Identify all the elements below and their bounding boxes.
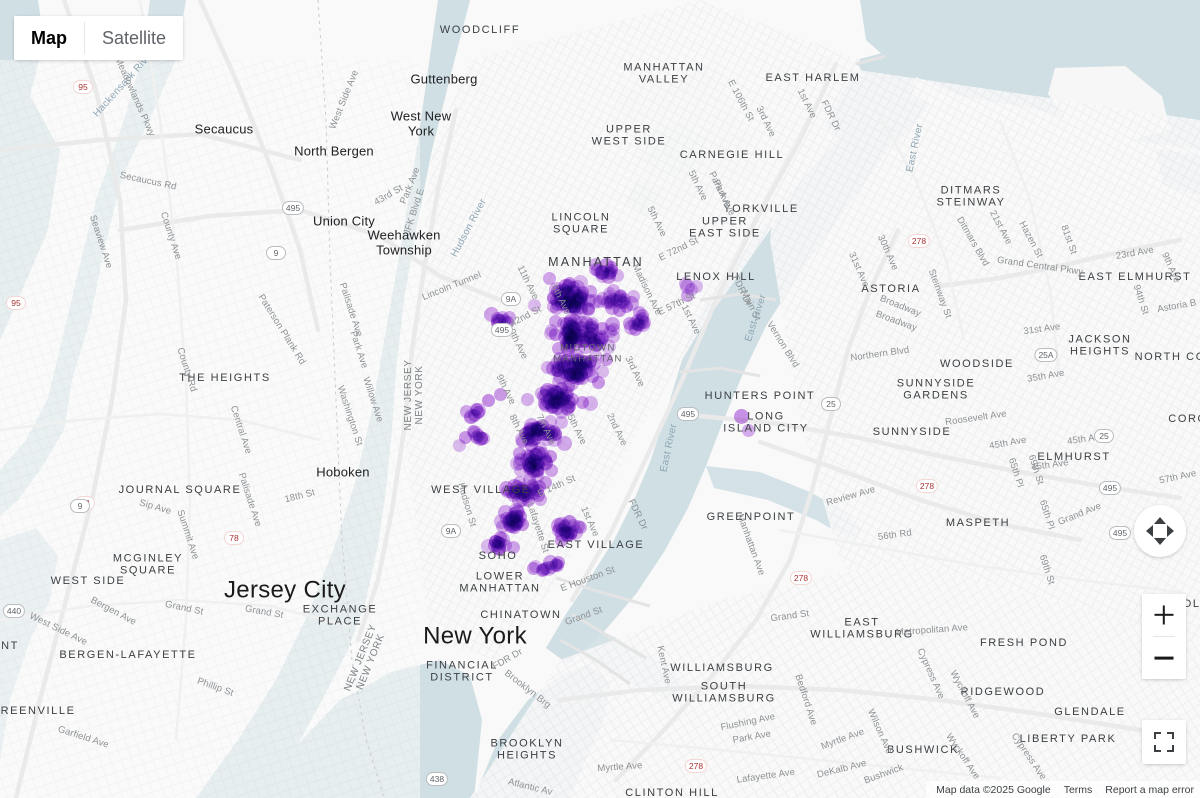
fullscreen-icon-bottom-left	[1154, 745, 1161, 752]
state-boundary	[317, 0, 385, 798]
pan-left-icon[interactable]	[1146, 525, 1153, 537]
zoom-out-button[interactable]	[1142, 637, 1186, 679]
pan-down-icon[interactable]	[1154, 538, 1166, 545]
pan-control[interactable]	[1134, 505, 1186, 557]
minus-icon	[1154, 656, 1174, 660]
plus-icon-vertical	[1162, 605, 1166, 625]
fullscreen-icon-top-right	[1167, 732, 1174, 739]
secondary-roads-layer	[0, 0, 1180, 778]
map-type-map-button[interactable]: Map	[14, 16, 84, 60]
fullscreen-button[interactable]	[1142, 720, 1186, 764]
fullscreen-icon-bottom-right	[1167, 745, 1174, 752]
zoom-control[interactable]	[1142, 594, 1186, 679]
map-data-attribution: Map data ©2025 Google	[936, 783, 1051, 796]
bridges-layer	[555, 54, 887, 686]
map-type-separator	[84, 22, 85, 54]
pan-up-icon[interactable]	[1154, 517, 1166, 524]
map-type-control[interactable]: Map Satellite	[14, 16, 184, 60]
map-type-satellite-button[interactable]: Satellite	[85, 16, 184, 60]
pan-right-icon[interactable]	[1167, 525, 1174, 537]
attribution-bar: Map data ©2025 Google Terms Report a map…	[926, 781, 1200, 798]
terms-link[interactable]: Terms	[1063, 783, 1093, 796]
fullscreen-icon-top-left	[1154, 732, 1161, 739]
report-map-error-link[interactable]: Report a map error	[1105, 783, 1194, 796]
zoom-in-button[interactable]	[1142, 594, 1186, 636]
zoom-divider	[1153, 636, 1175, 637]
